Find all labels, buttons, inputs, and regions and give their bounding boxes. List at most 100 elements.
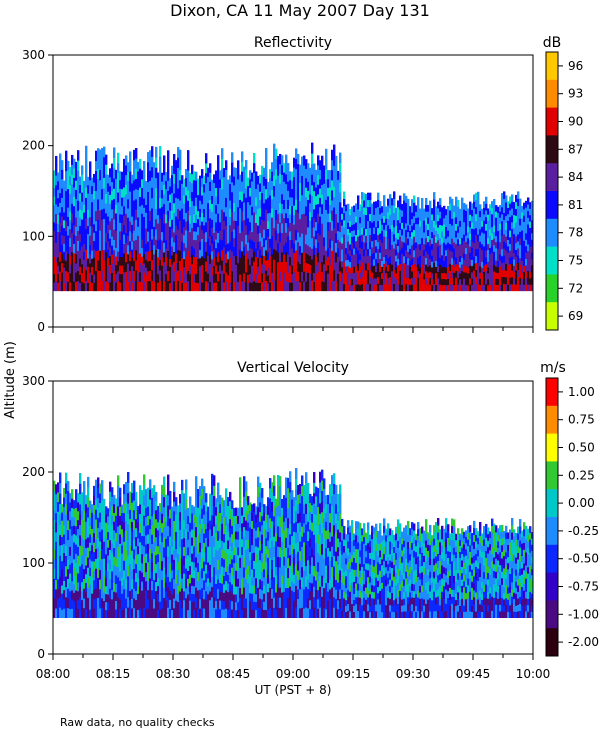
data-cell — [113, 239, 116, 251]
data-cell — [377, 248, 380, 257]
data-cell — [207, 281, 210, 292]
data-cell — [243, 587, 246, 598]
data-cell — [165, 600, 168, 610]
data-cell — [105, 530, 108, 539]
data-cell — [177, 198, 180, 210]
data-cell — [229, 599, 232, 610]
data-cell — [219, 547, 222, 557]
data-cell — [87, 547, 90, 558]
data-cell — [333, 207, 336, 219]
data-cell — [447, 254, 450, 261]
data-cell — [255, 514, 258, 523]
data-cell — [157, 601, 160, 611]
data-cell — [149, 280, 152, 292]
data-cell — [457, 245, 460, 253]
data-cell — [255, 265, 258, 275]
data-cell — [479, 259, 482, 267]
data-cell — [263, 211, 266, 221]
data-cell — [191, 164, 194, 175]
data-cell — [235, 601, 238, 611]
data-cell — [117, 485, 120, 497]
data-cell — [119, 282, 122, 292]
data-cell — [277, 194, 280, 205]
data-cell — [457, 232, 460, 240]
data-cell — [257, 225, 260, 234]
data-cell — [259, 550, 262, 561]
data-cell — [87, 507, 90, 518]
data-cell — [205, 280, 208, 292]
data-cell — [501, 283, 504, 292]
data-cell — [243, 536, 246, 548]
data-cell — [257, 184, 260, 193]
data-cell — [167, 474, 170, 486]
data-cell — [69, 537, 72, 547]
data-cell — [237, 586, 240, 595]
data-cell — [157, 585, 160, 595]
data-cell — [195, 516, 198, 528]
data-cell — [339, 162, 342, 173]
data-cell — [211, 187, 214, 196]
data-cell — [265, 537, 268, 547]
data-cell — [137, 235, 140, 246]
data-cell — [373, 265, 376, 273]
data-cell — [111, 199, 114, 210]
data-cell — [119, 580, 122, 591]
data-cell — [513, 202, 516, 209]
data-cell — [265, 239, 268, 251]
data-cell — [185, 177, 188, 187]
data-cell — [511, 242, 514, 250]
data-cell — [181, 257, 184, 267]
data-cell — [65, 200, 68, 212]
data-cell — [95, 509, 98, 520]
data-cell — [161, 265, 164, 275]
data-cell — [293, 252, 296, 263]
data-cell — [59, 482, 62, 494]
data-cell — [205, 231, 208, 243]
data-cell — [223, 211, 226, 221]
data-cell — [381, 284, 384, 292]
data-cell — [423, 226, 426, 233]
data-cell — [385, 260, 388, 268]
data-cell — [157, 240, 160, 249]
data-cell — [463, 221, 466, 229]
data-cell — [231, 508, 234, 518]
data-cell — [299, 263, 302, 274]
data-cell — [207, 522, 210, 531]
data-cell — [185, 186, 188, 196]
data-cell — [341, 249, 344, 256]
data-cell — [497, 266, 500, 274]
data-cell — [55, 531, 58, 542]
data-cell — [273, 206, 276, 218]
data-cell — [507, 277, 510, 285]
data-cell — [519, 257, 522, 265]
data-cell — [507, 271, 510, 279]
data-cell — [219, 247, 222, 257]
data-cell — [183, 234, 186, 244]
data-cell — [247, 574, 250, 584]
data-cell — [483, 246, 486, 253]
data-cell — [395, 261, 398, 268]
data-cell — [431, 243, 434, 250]
data-cell — [229, 282, 232, 292]
data-cell — [193, 265, 196, 275]
data-cell — [339, 231, 342, 242]
data-cell — [371, 265, 374, 273]
data-cell — [235, 594, 238, 603]
data-cell — [221, 280, 224, 292]
data-cell — [103, 507, 106, 517]
data-cell — [235, 264, 238, 274]
data-cell — [245, 253, 248, 264]
data-cell — [217, 213, 220, 224]
data-cell — [379, 265, 382, 272]
data-cell — [123, 243, 126, 254]
data-cell — [225, 589, 228, 600]
data-cell — [365, 200, 368, 209]
data-cell — [139, 224, 142, 235]
data-cell — [235, 255, 238, 265]
data-cell — [507, 201, 510, 209]
data-cell — [519, 211, 522, 219]
data-cell — [481, 279, 484, 286]
data-cell — [111, 254, 114, 264]
data-cell — [183, 226, 186, 236]
data-cell — [125, 184, 128, 195]
